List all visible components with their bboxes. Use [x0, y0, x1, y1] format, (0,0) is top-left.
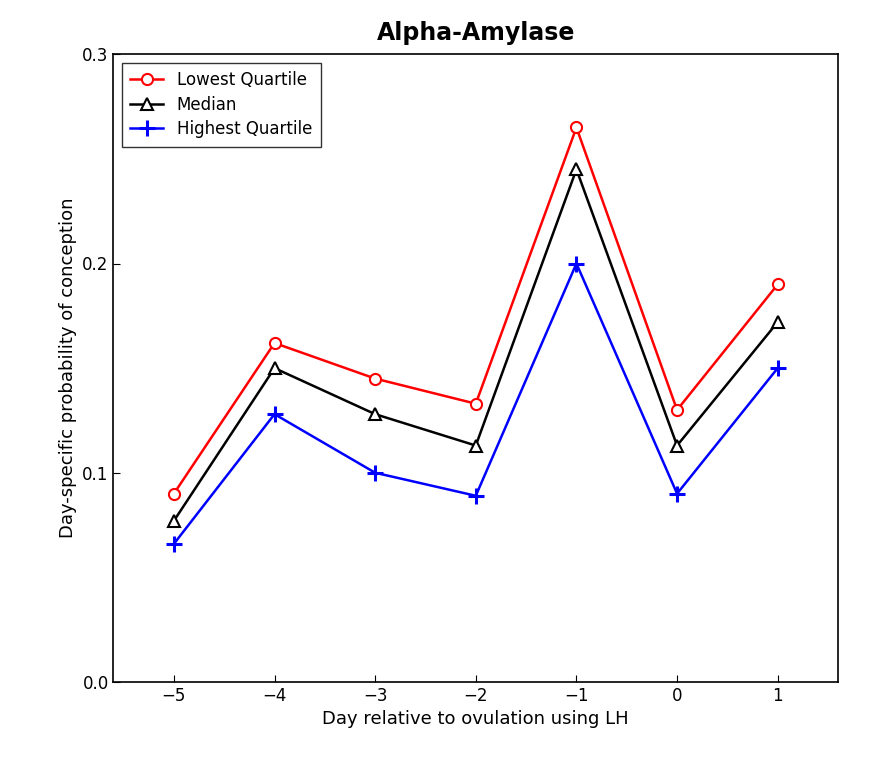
Lowest Quartile [571, 122, 581, 132]
Lowest Quartile [370, 374, 381, 384]
Highest Quartile [773, 363, 783, 373]
Highest Quartile [269, 409, 279, 419]
Lowest Quartile [269, 339, 279, 348]
Lowest Quartile [471, 399, 481, 408]
X-axis label: Day relative to ovulation using LH: Day relative to ovulation using LH [322, 711, 629, 728]
Lowest Quartile [168, 489, 179, 498]
Line: Median: Median [168, 164, 783, 526]
Y-axis label: Day-specific probability of conception: Day-specific probability of conception [58, 198, 77, 539]
Highest Quartile [168, 539, 179, 549]
Median [370, 409, 381, 419]
Median [773, 318, 783, 327]
Line: Lowest Quartile: Lowest Quartile [168, 122, 783, 499]
Legend: Lowest Quartile, Median, Highest Quartile: Lowest Quartile, Median, Highest Quartil… [122, 63, 320, 146]
Highest Quartile [471, 491, 481, 501]
Median [672, 441, 683, 450]
Median [269, 363, 279, 373]
Title: Alpha-Amylase: Alpha-Amylase [376, 22, 575, 46]
Highest Quartile [672, 489, 683, 498]
Line: Highest Quartile: Highest Quartile [166, 256, 786, 552]
Median [471, 441, 481, 450]
Median [571, 164, 581, 174]
Highest Quartile [571, 259, 581, 268]
Lowest Quartile [672, 405, 683, 415]
Lowest Quartile [773, 280, 783, 289]
Highest Quartile [370, 468, 381, 477]
Median [168, 516, 179, 525]
